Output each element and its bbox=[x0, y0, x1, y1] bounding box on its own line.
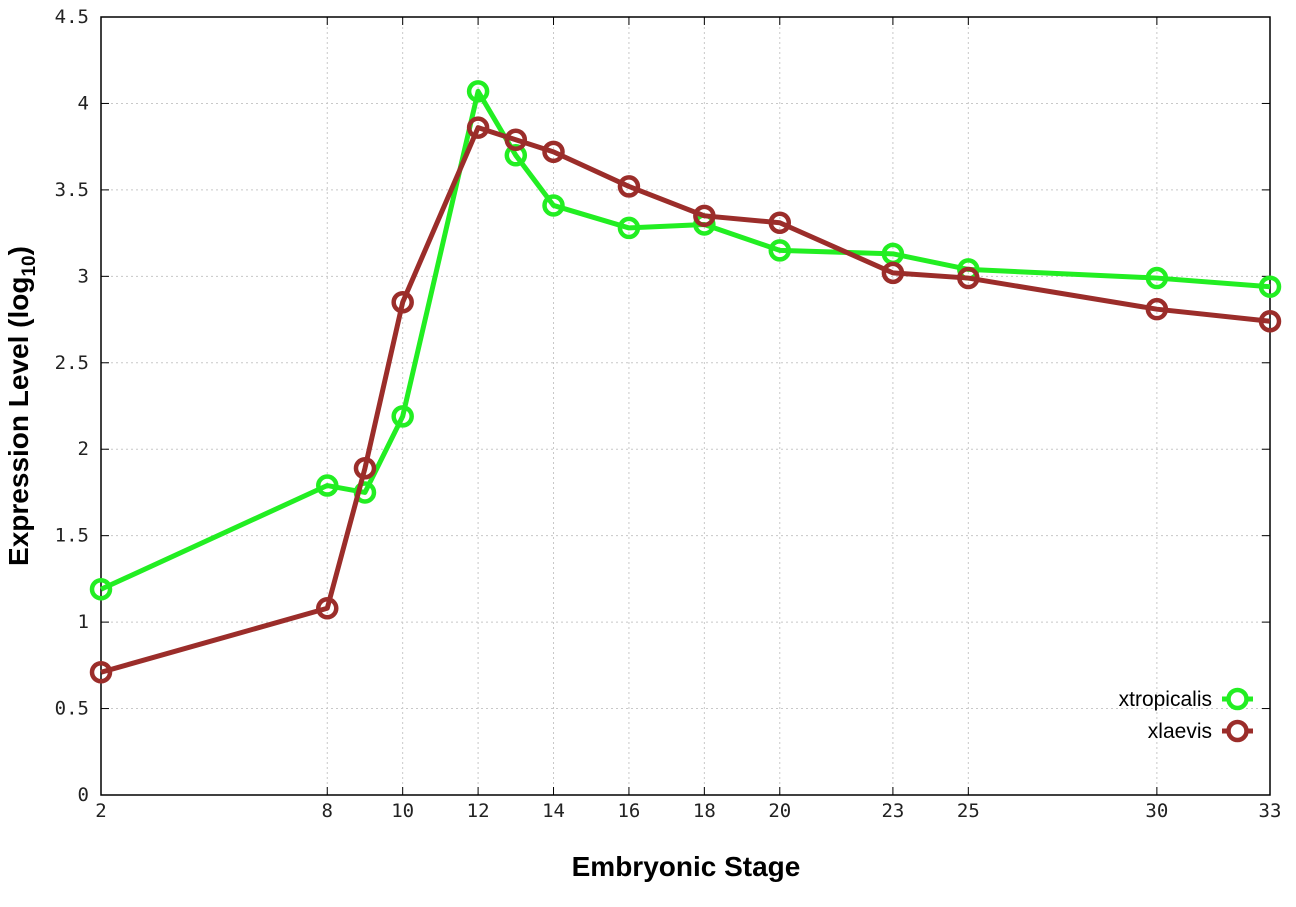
y-tick-label: 4 bbox=[78, 92, 89, 114]
data-point-xlaevis bbox=[542, 140, 565, 164]
data-point-xlaevis bbox=[617, 175, 641, 198]
y-tick-label: 1 bbox=[78, 611, 89, 633]
plot-frame bbox=[100, 16, 1271, 796]
data-point-xlaevis bbox=[504, 128, 528, 152]
series-group bbox=[89, 80, 1282, 684]
series-line-xtropicalis bbox=[99, 88, 1271, 592]
data-point-xtropicalis bbox=[1258, 275, 1282, 298]
x-tick-label: 16 bbox=[617, 800, 640, 822]
x-tick-label: 23 bbox=[881, 800, 904, 822]
series-line-xlaevis bbox=[100, 125, 1271, 675]
series-xtropicalis bbox=[89, 80, 1282, 601]
x-tick-label: 30 bbox=[1145, 800, 1168, 822]
x-axis: 2 8 10 12 14 16 18 20 23 25 30 33 bbox=[95, 17, 1281, 822]
x-tick-label: 18 bbox=[693, 800, 716, 822]
x-tick-label: 2 bbox=[95, 800, 106, 822]
grid bbox=[101, 17, 1270, 795]
legend-label: xlaevis bbox=[1148, 720, 1212, 743]
y-tick-label: 4.5 bbox=[55, 6, 89, 28]
y-tick-label: 2.5 bbox=[55, 352, 89, 374]
series-xlaevis bbox=[89, 116, 1282, 684]
data-point-xtropicalis bbox=[542, 194, 565, 217]
data-point-xlaevis bbox=[466, 116, 490, 139]
x-tick-label: 33 bbox=[1259, 800, 1282, 822]
x-tick-label: 8 bbox=[322, 800, 333, 822]
y-axis-title-main: Expression Level (log bbox=[3, 277, 34, 566]
y-axis-title: Expression Level (log10) bbox=[3, 246, 40, 566]
x-tick-label: 14 bbox=[542, 800, 565, 822]
y-tick-label: 1.5 bbox=[55, 525, 89, 547]
data-point-xtropicalis bbox=[316, 474, 339, 497]
data-point-xtropicalis bbox=[768, 239, 792, 262]
data-point-xlaevis bbox=[1145, 297, 1169, 321]
y-tick-label: 3 bbox=[78, 265, 89, 287]
data-point-xtropicalis bbox=[466, 80, 490, 103]
data-point-xlaevis bbox=[391, 291, 414, 314]
y-axis: 0 0.5 1 1.5 2 2.5 3 3.5 4 4.5 bbox=[55, 6, 1270, 806]
x-tick-label: 25 bbox=[957, 800, 980, 822]
legend: xtropicalis xlaevis bbox=[1119, 687, 1253, 743]
data-point-xlaevis bbox=[353, 456, 377, 480]
y-tick-label: 0.5 bbox=[55, 698, 89, 720]
legend-swatch-marker bbox=[1226, 687, 1249, 711]
y-tick-label: 3.5 bbox=[55, 179, 89, 201]
x-axis-title: Embryonic Stage bbox=[572, 851, 801, 882]
y-axis-title-close: ) bbox=[3, 246, 34, 255]
data-point-xtropicalis bbox=[89, 578, 113, 601]
data-point-xlaevis bbox=[957, 266, 980, 290]
data-point-xtropicalis bbox=[617, 216, 641, 240]
data-point-xtropicalis bbox=[504, 144, 528, 167]
legend-swatch-marker bbox=[1226, 719, 1249, 743]
data-point-xtropicalis bbox=[391, 405, 414, 428]
y-axis-title-subscript: 10 bbox=[19, 255, 40, 276]
data-point-xlaevis bbox=[89, 660, 113, 684]
data-point-xlaevis bbox=[881, 261, 905, 285]
y-tick-label: 0 bbox=[78, 784, 89, 806]
legend-label: xtropicalis bbox=[1119, 688, 1212, 711]
data-point-xlaevis bbox=[768, 211, 792, 234]
x-tick-label: 12 bbox=[467, 800, 490, 822]
y-tick-label: 2 bbox=[78, 438, 89, 460]
data-point-xtropicalis bbox=[1145, 266, 1169, 290]
data-point-xlaevis bbox=[1258, 310, 1282, 333]
data-point-xlaevis bbox=[693, 204, 716, 228]
x-tick-label: 20 bbox=[768, 800, 791, 822]
x-tick-label: 10 bbox=[391, 800, 414, 822]
data-point-xlaevis bbox=[316, 597, 339, 620]
